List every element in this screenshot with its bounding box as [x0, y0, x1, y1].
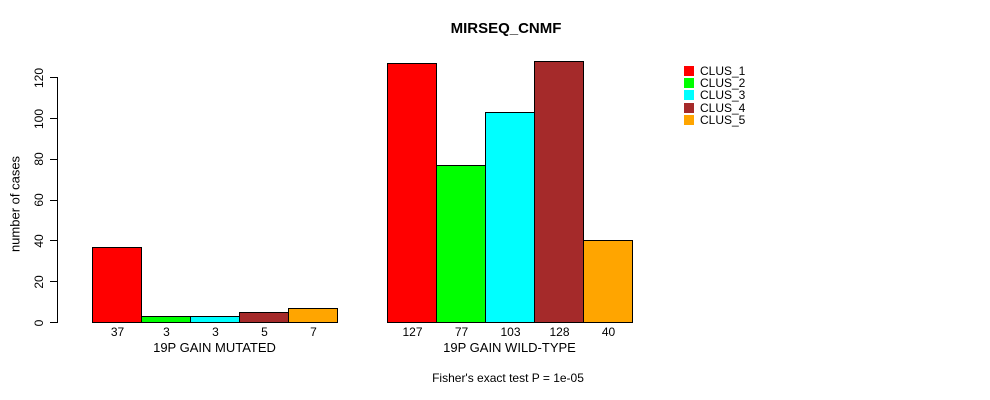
- bar-clus_2-group1: [141, 316, 191, 323]
- bar-value-label: 128: [549, 325, 570, 339]
- y-axis-tick: [50, 322, 57, 323]
- legend-label: CLUS_3: [700, 88, 746, 103]
- bar-value-label: 103: [500, 325, 521, 339]
- x-axis-group-label: 19P GAIN WILD-TYPE: [443, 340, 576, 355]
- legend-item: CLUS_2: [684, 77, 745, 89]
- y-axis-tick: [50, 199, 57, 201]
- legend-swatch-clus-1: [684, 66, 694, 77]
- fisher-test-footnote: Fisher's exact test P = 1e-05: [432, 371, 584, 385]
- bar-clus_3-group1: [190, 316, 240, 323]
- legend-item: CLUS_1: [684, 65, 745, 77]
- y-axis-tick: [50, 77, 57, 79]
- legend-label: CLUS_5: [700, 112, 746, 127]
- bar-clus_3-group2: [485, 112, 535, 323]
- bar-clus_5-group1: [288, 308, 338, 323]
- x-axis-group-label: 19P GAIN MUTATED: [153, 340, 276, 355]
- bar-value-label: 127: [402, 325, 423, 339]
- legend-label: CLUS_2: [700, 76, 746, 91]
- y-axis-tick-label: 20: [32, 275, 46, 289]
- legend-item: CLUS_3: [684, 89, 745, 101]
- legend-swatch-clus-3: [684, 90, 694, 101]
- bar-clus_1-group1: [92, 247, 142, 323]
- y-axis-tick: [50, 118, 57, 119]
- bar-value-label: 3: [163, 325, 170, 339]
- legend-swatch-clus-4: [684, 102, 694, 113]
- legend: CLUS_1 CLUS_2 CLUS_3 CLUS_4 CLUS_5: [684, 65, 745, 126]
- bar-value-label: 7: [310, 325, 317, 339]
- bar-clus_2-group2: [436, 165, 486, 323]
- legend-label: CLUS_4: [700, 100, 746, 115]
- bar-value-label: 40: [601, 325, 616, 339]
- chart-title: MIRSEQ_CNMF: [450, 20, 562, 37]
- y-axis-tick-label: 120: [32, 67, 46, 88]
- y-axis-tick-label: 100: [32, 108, 46, 129]
- bar-value-label: 37: [110, 325, 125, 339]
- bar-clus_1-group2: [387, 63, 437, 323]
- legend-item: CLUS_4: [684, 102, 745, 114]
- y-axis-tick-label: 40: [32, 234, 46, 248]
- legend-label: CLUS_1: [700, 64, 746, 79]
- y-axis-tick-label: 80: [32, 152, 46, 166]
- bar-value-label: 3: [212, 325, 219, 339]
- bar-clus_4-group2: [534, 61, 584, 323]
- y-axis-tick-label: 0: [32, 319, 46, 326]
- y-axis-line: [57, 77, 58, 323]
- y-axis-tick-label: 60: [32, 193, 46, 207]
- y-axis-tick: [50, 281, 57, 283]
- y-axis-tick: [50, 240, 57, 242]
- bar-clus_4-group1: [239, 312, 289, 323]
- bar-value-label: 77: [454, 325, 469, 339]
- y-axis-title: number of cases: [7, 155, 23, 253]
- legend-swatch-clus-5: [684, 114, 694, 125]
- bar-clus_5-group2: [583, 240, 633, 323]
- legend-item: CLUS_5: [684, 114, 745, 126]
- legend-swatch-clus-2: [684, 78, 694, 89]
- bar-value-label: 5: [261, 325, 268, 339]
- y-axis-tick: [50, 158, 57, 160]
